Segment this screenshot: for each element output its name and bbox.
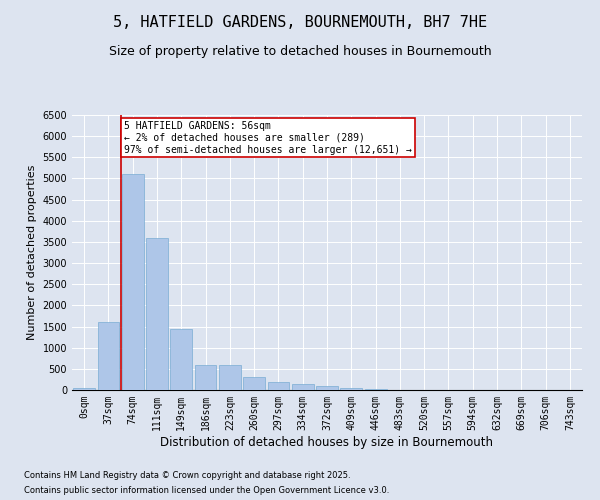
Text: Contains HM Land Registry data © Crown copyright and database right 2025.: Contains HM Land Registry data © Crown c…	[24, 471, 350, 480]
Bar	[365, 388, 386, 390]
Bar	[97, 322, 119, 390]
Text: 5, HATFIELD GARDENS, BOURNEMOUTH, BH7 7HE: 5, HATFIELD GARDENS, BOURNEMOUTH, BH7 7H…	[113, 15, 487, 30]
Bar	[73, 388, 95, 390]
Bar	[316, 386, 338, 390]
Bar	[268, 382, 289, 390]
Bar	[194, 366, 217, 390]
Bar	[219, 366, 241, 390]
Bar	[243, 378, 265, 390]
Text: Contains public sector information licensed under the Open Government Licence v3: Contains public sector information licen…	[24, 486, 389, 495]
Bar	[122, 174, 143, 390]
Bar	[292, 384, 314, 390]
Bar	[170, 328, 192, 390]
Y-axis label: Number of detached properties: Number of detached properties	[27, 165, 37, 340]
X-axis label: Distribution of detached houses by size in Bournemouth: Distribution of detached houses by size …	[161, 436, 493, 448]
Bar	[146, 238, 168, 390]
Text: Size of property relative to detached houses in Bournemouth: Size of property relative to detached ho…	[109, 45, 491, 58]
Text: 5 HATFIELD GARDENS: 56sqm
← 2% of detached houses are smaller (289)
97% of semi-: 5 HATFIELD GARDENS: 56sqm ← 2% of detach…	[124, 122, 412, 154]
Bar	[340, 388, 362, 390]
